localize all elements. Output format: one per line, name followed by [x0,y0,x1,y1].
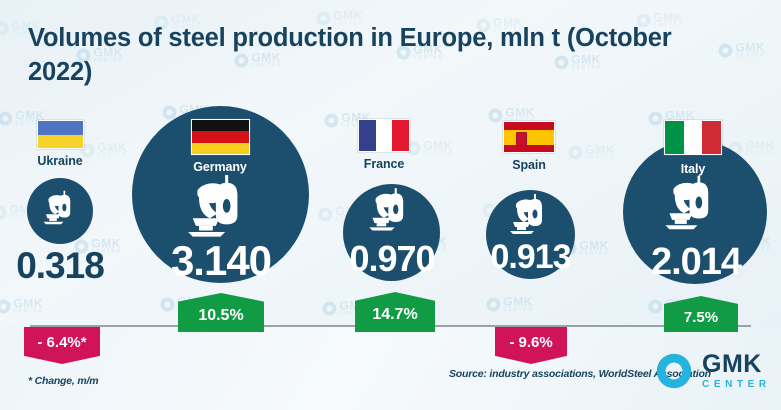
source-note: Source: industry associations, WorldStee… [449,368,711,380]
change-banner-spain: - 9.6% [495,327,567,364]
gmk-center-logo[interactable]: GMK CENTER [655,352,771,390]
steel-ladle-icon [665,175,709,230]
france-flag [358,119,410,152]
country-label-spain: Spain [512,158,546,172]
change-banner-germany: 10.5% [178,293,264,332]
country-label-france: France [363,157,405,171]
steel-ladle-icon [510,194,542,234]
country-label-germany: Germany [193,160,247,174]
germany-flag [191,119,250,155]
footnote-change: * Change, m/m [28,375,99,387]
change-banner-france: 14.7% [355,292,435,332]
country-label-italy: Italy [680,162,706,176]
country-value-spain: 0.913 [490,238,571,276]
country-value-france: 0.970 [349,238,435,279]
country-value-germany: 3.140 [170,237,272,284]
country-value-ukraine: 0.318 [16,245,105,286]
change-banner-ukraine: - 6.4%* [24,327,100,364]
change-banner-italy: 7.5% [664,296,738,332]
italy-flag [664,120,722,155]
page-title: Volumes of steel production in Europe, m… [28,24,672,86]
logo-primary-text: GMK [702,350,762,378]
logo-secondary-text: CENTER [702,379,771,390]
country-label-ukraine: Ukraine [37,154,83,168]
steel-ladle-icon [188,175,238,237]
footer-band [0,327,781,410]
spain-coat-of-arms [516,131,527,146]
steel-ladle-icon [43,190,71,225]
gmk-ring-icon [655,352,693,390]
ukraine-flag [37,120,84,149]
country-value-italy: 2.014 [650,241,742,283]
steel-ladle-icon [369,188,404,231]
spain-flag [503,121,555,153]
